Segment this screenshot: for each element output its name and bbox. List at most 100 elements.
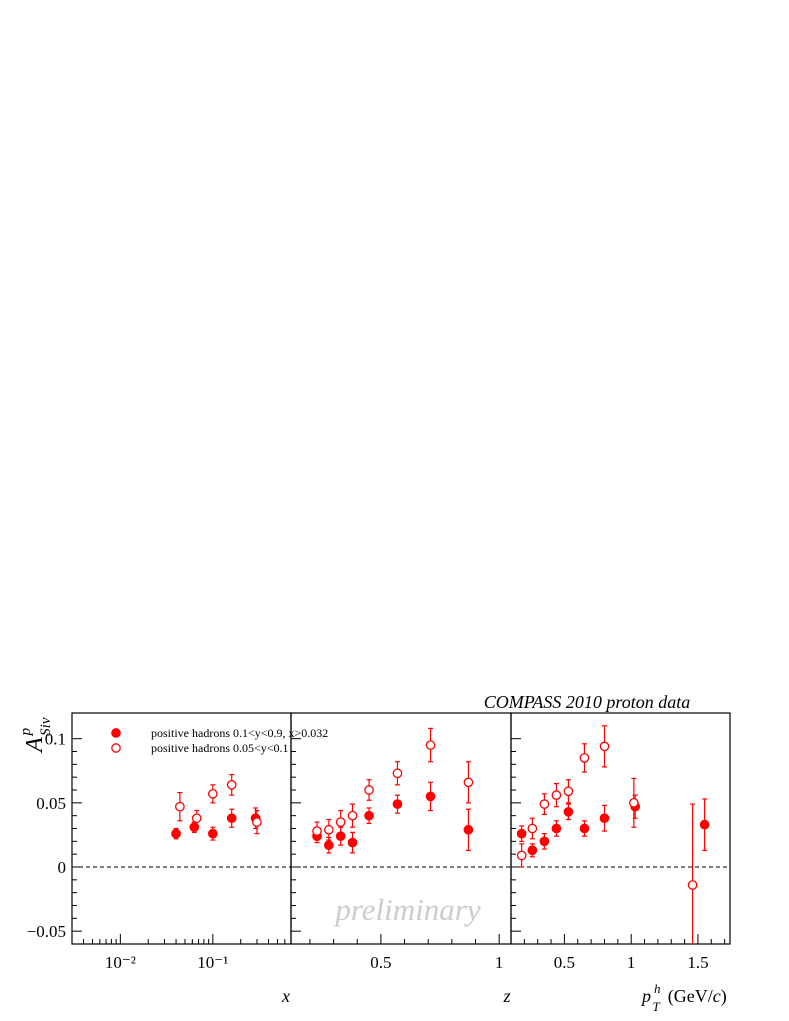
open-marker	[599, 741, 610, 752]
open-marker	[579, 753, 590, 763]
open-data-point	[252, 809, 262, 835]
filled-data-point	[425, 781, 436, 812]
filled-marker	[323, 840, 334, 851]
filled-data-point	[516, 825, 527, 842]
open-marker	[347, 810, 358, 821]
x-tick-label: 1.5	[687, 953, 708, 972]
open-marker	[425, 740, 436, 750]
open-marker	[463, 777, 474, 788]
x-axis-label-z: z	[502, 986, 510, 1006]
y-tick-label: 0.1	[45, 730, 66, 749]
open-marker	[551, 790, 562, 800]
y-tick-label: 0.05	[36, 794, 66, 813]
open-data-point	[687, 803, 698, 944]
open-data-point	[599, 725, 610, 768]
open-marker	[191, 813, 202, 824]
open-data-point	[579, 743, 590, 773]
open-data-point	[226, 773, 237, 796]
filled-marker	[171, 828, 181, 839]
open-marker	[252, 817, 262, 827]
open-data-point	[335, 809, 346, 835]
x-tick-label: 10⁻¹	[197, 953, 228, 972]
x-tick-label: 0.5	[370, 953, 391, 972]
open-data-point	[425, 727, 436, 763]
filled-marker	[599, 813, 610, 824]
filled-data-point	[579, 820, 590, 837]
legend-filled-marker	[111, 728, 121, 738]
y-axis-label: Ap Siv	[18, 717, 54, 754]
open-data-point	[463, 761, 474, 804]
filled-marker	[516, 828, 527, 839]
filled-marker	[551, 823, 562, 834]
filled-marker	[699, 819, 710, 830]
open-marker	[312, 826, 322, 836]
filled-data-point	[226, 808, 237, 828]
open-data-point	[527, 817, 538, 840]
x-axis-label-pt: p h T(GeV/c)	[640, 981, 727, 1014]
filled-marker	[364, 810, 374, 821]
x-tick-label: 10⁻²	[105, 953, 136, 972]
x-axis-label-x: x	[281, 986, 290, 1006]
legend: positive hadrons 0.1<y<0.9, x>0.032posit…	[111, 726, 328, 755]
filled-data-point	[539, 833, 550, 850]
filled-marker	[392, 799, 403, 809]
open-marker	[335, 817, 346, 827]
open-marker	[175, 801, 185, 812]
open-data-point	[563, 779, 574, 804]
filled-data-point	[699, 798, 710, 851]
open-marker	[539, 799, 550, 809]
open-data-point	[364, 779, 374, 801]
open-data-point	[539, 793, 550, 815]
open-data-point	[191, 809, 202, 827]
y-tick-label: −0.05	[27, 922, 66, 941]
open-marker	[226, 780, 237, 790]
open-data-point	[347, 803, 358, 828]
open-marker	[629, 797, 639, 808]
filled-data-point	[347, 831, 358, 854]
filled-marker	[226, 813, 237, 824]
open-data-point	[392, 761, 403, 786]
open-marker	[516, 850, 527, 861]
filled-marker	[527, 845, 538, 856]
open-marker	[527, 823, 538, 834]
filled-data-point	[463, 808, 474, 851]
filled-data-point	[364, 807, 374, 824]
filled-data-point	[171, 827, 181, 840]
open-data-point	[207, 784, 218, 804]
open-data-point	[312, 821, 322, 841]
open-marker	[207, 788, 218, 799]
legend-open-marker	[111, 743, 121, 753]
filled-data-point	[527, 843, 538, 858]
open-marker	[364, 785, 374, 795]
x-axes: 10⁻² 10⁻¹ 0.5 1 0.5 1 1.5	[71, 934, 726, 972]
y-tick-label: 0	[58, 858, 67, 877]
open-data-point	[551, 782, 562, 808]
filled-data-point	[563, 803, 574, 821]
y-axis: −0.05 0 0.05 0.1	[27, 730, 521, 941]
open-data-point	[516, 843, 527, 868]
x-tick-label: 1	[627, 953, 636, 972]
watermark: preliminary	[333, 892, 480, 927]
legend-label: positive hadrons 0.05<y<0.1	[151, 741, 289, 755]
filled-data-point	[207, 826, 218, 841]
open-marker	[563, 786, 574, 797]
open-marker	[392, 768, 403, 779]
open-marker	[687, 880, 698, 890]
filled-marker	[207, 828, 218, 839]
open-data-point	[629, 777, 639, 828]
filled-marker	[579, 823, 590, 834]
x-axis-labels: x z p h T(GeV/c)	[281, 981, 727, 1014]
x-tick-label: 0.5	[554, 953, 575, 972]
data-marks	[171, 725, 710, 944]
filled-marker	[425, 791, 436, 802]
x-tick-label: 1	[495, 953, 504, 972]
open-data-point	[175, 791, 185, 822]
filled-data-point	[392, 794, 403, 814]
legend-label: positive hadrons 0.1<y<0.9, x>0.032	[151, 726, 328, 740]
panel-frame-3	[510, 712, 731, 945]
filled-data-point	[599, 804, 610, 832]
filled-marker	[563, 806, 574, 817]
chart-title: COMPASS 2010 proton data	[484, 692, 691, 712]
filled-marker	[347, 837, 358, 848]
